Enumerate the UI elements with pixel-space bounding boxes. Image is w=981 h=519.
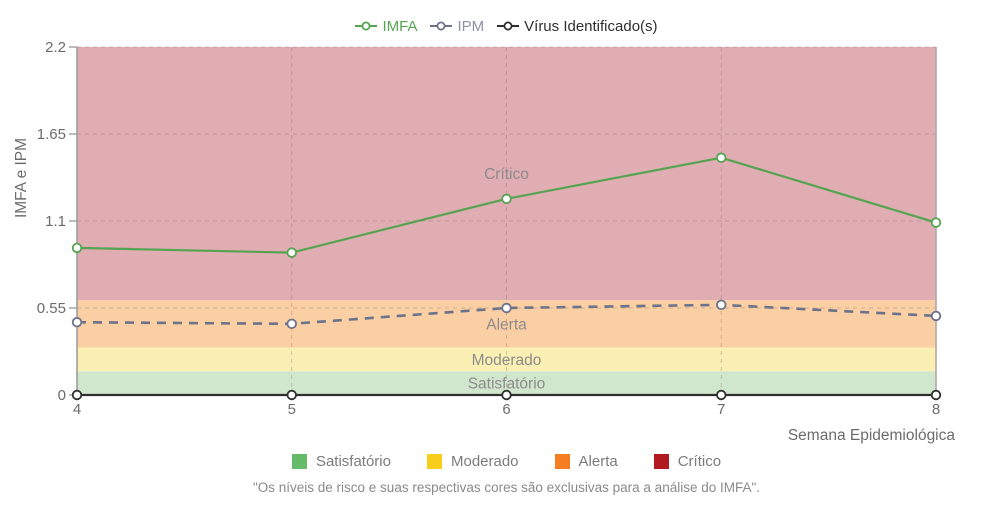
risk-zone-critico <box>77 47 936 301</box>
zone-label-alerta: Alerta <box>486 316 527 333</box>
virus-identificado-s-point-6 <box>501 389 512 401</box>
legend-label: IMFA <box>382 17 418 35</box>
legend-item-ipm[interactable]: IPM <box>430 18 484 35</box>
ipm-point-6 <box>501 302 512 314</box>
risk-zone-moderado <box>77 347 936 372</box>
x-tick-label: 5 <box>288 401 296 418</box>
risk-legend-label: Alerta <box>578 452 618 470</box>
legend-item-imfa[interactable]: IMFA <box>355 18 417 35</box>
risk-legend-item-satisfatorio: Satisfatório <box>291 452 391 470</box>
risk-legend-item-critico: Crítico <box>653 452 722 470</box>
y-tick-label: 1.65 <box>37 126 66 143</box>
legend-label: Vírus Identificado(s) <box>524 17 658 35</box>
risk-level-legend: Satisfatório Moderado Alerta Crítico <box>77 452 936 470</box>
virus-identificado-s-legend-marker-icon <box>497 21 520 31</box>
virus-identificado-s-point-5 <box>286 389 297 401</box>
risk-legend-label: Moderado <box>450 452 519 470</box>
ipm-point-7 <box>716 299 727 311</box>
virus-identificado-s-point-4 <box>71 389 83 401</box>
x-tick-label: 7 <box>717 401 725 418</box>
x-tick-label: 4 <box>73 401 81 418</box>
imfa-point-5 <box>286 247 297 258</box>
ipm-point-8 <box>930 310 942 322</box>
y-axis-title: IMFA e IPM <box>13 137 30 219</box>
y-tick-label: 2.2 <box>45 39 66 56</box>
ipm-point-5 <box>286 318 297 330</box>
virus-identificado-s-point-7 <box>716 389 727 401</box>
legend-item-virus-identificado-s[interactable]: Vírus Identificado(s) <box>497 17 658 35</box>
imfa-point-4 <box>71 242 83 254</box>
y-tick-label: 0.55 <box>37 300 66 317</box>
risk-legend-label: Crítico <box>677 452 722 470</box>
zone-label-moderado: Moderado <box>472 352 542 369</box>
alerta-swatch-icon <box>554 453 570 469</box>
risk-legend-label: Satisfatório <box>315 452 391 470</box>
virus-identificado-s-point-8 <box>930 389 942 401</box>
critico-swatch-icon <box>653 453 669 469</box>
risk-zone-satisfatorio <box>77 371 936 395</box>
satisfatorio-swatch-icon <box>291 453 307 469</box>
series-legend: IMFA IPM Vírus Identificado(s) <box>77 16 936 36</box>
x-tick-label: 6 <box>502 401 510 418</box>
risk-legend-item-moderado: Moderado <box>426 452 519 470</box>
footnote: "Os níveis de risco e suas respectivas c… <box>252 480 761 495</box>
imfa-point-6 <box>501 193 512 205</box>
zone-label-satisfatorio: Satisfatório <box>468 376 546 393</box>
imfa-point-8 <box>930 217 942 228</box>
ipm-point-4 <box>71 317 83 328</box>
x-axis-title: Semana Epidemiológica <box>787 427 955 444</box>
y-tick-label: 1.1 <box>45 213 66 230</box>
risk-legend-item-alerta: Alerta <box>554 452 618 470</box>
ipm-legend-marker-icon <box>430 21 453 31</box>
legend-label: IPM <box>457 17 485 35</box>
imfa-point-7 <box>716 152 727 163</box>
y-tick-label: 0 <box>58 387 66 404</box>
zone-label-critico: Crítico <box>484 166 529 183</box>
imfa-legend-marker-icon <box>355 21 378 31</box>
x-tick-label: 8 <box>932 401 940 418</box>
moderado-swatch-icon <box>426 453 442 469</box>
